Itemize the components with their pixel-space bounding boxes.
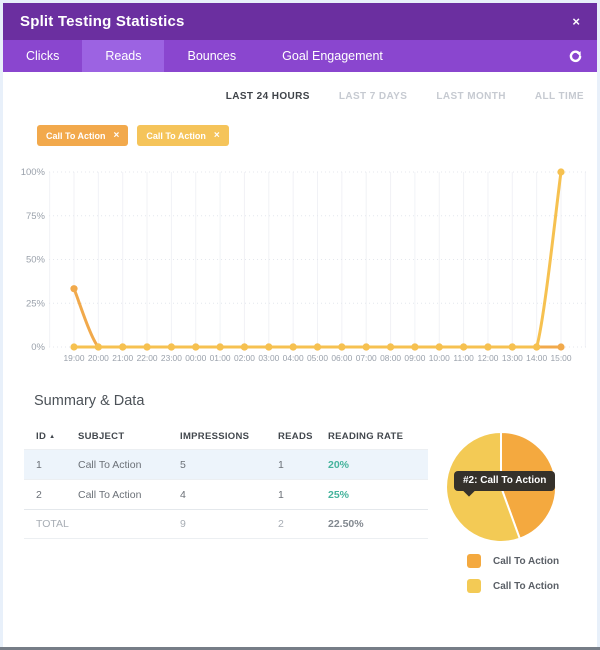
pie-tooltip-label: #2: Call To Action [463,475,547,486]
legend-item-2[interactable]: Call To Action [467,579,559,593]
close-icon[interactable]: × [572,14,580,29]
svg-text:06:00: 06:00 [331,353,352,363]
table-cell: 22.50% [328,518,364,530]
refresh-icon[interactable] [554,40,597,72]
svg-text:07:00: 07:00 [356,353,377,363]
chip-close-icon[interactable]: × [113,130,120,141]
svg-text:03:00: 03:00 [258,353,279,363]
filter-last-month[interactable]: LAST MONTH [436,91,506,102]
svg-text:08:00: 08:00 [380,353,401,363]
table-cell: 5 [180,458,186,471]
subject-chip-1[interactable]: Call To Action × [37,125,129,146]
dialog-title: Split Testing Statistics [20,13,185,30]
column-header-id[interactable]: ID ▲ [36,430,56,442]
svg-text:21:00: 21:00 [112,353,133,363]
sort-asc-icon: ▲ [49,433,56,440]
tab-clicks[interactable]: Clicks [26,49,60,63]
svg-text:100%: 100% [21,167,46,178]
legend-item-1[interactable]: Call To Action [467,554,559,568]
table-cell: 1 [278,458,284,471]
tab-reads[interactable]: Reads [82,40,165,72]
table-cell: 2 [278,518,284,530]
time-range-filters: LAST 24 HOURS LAST 7 DAYS LAST MONTH ALL TI… [226,91,584,102]
column-header-impressions[interactable]: IMPRESSIONS [180,430,250,442]
table-cell: 1 [278,488,284,501]
legend-label: Call To Action [493,555,560,567]
table-row: 1 Call To Action 5 1 20% [24,449,428,479]
column-header-subject[interactable]: SUBJECT [78,430,125,442]
subject-chip-2[interactable]: Call To Action × [137,125,229,146]
table-row: 2 Call To Action 4 1 25% [24,479,428,509]
table-cell: 2 [36,488,42,501]
tab-bounces[interactable]: Bounces [187,49,237,63]
svg-text:13:00: 13:00 [502,353,523,363]
tab-goal-engagement[interactable]: Goal Engagement [282,49,383,63]
chip-close-icon[interactable]: × [213,130,220,141]
svg-text:01:00: 01:00 [210,353,231,363]
chip-label: Call To Action [46,130,106,141]
pie-legend: Call To Action Call To Action [467,554,559,593]
legend-swatch [467,554,481,568]
svg-text:0%: 0% [31,342,45,353]
summary-heading: Summary & Data [34,393,145,409]
svg-text:00:00: 00:00 [185,353,206,363]
dialog-header: Split Testing Statistics × [3,3,597,40]
window-bottom-edge [0,647,600,650]
pie-tooltip: #2: Call To Action [454,471,556,491]
legend-label: Call To Action [493,580,560,592]
filter-all-time[interactable]: ALL TIME [534,91,584,102]
table-cell: Call To Action [78,488,142,501]
split-testing-dialog: Split Testing Statistics × Clicks Reads Bo… [3,3,597,647]
column-header-reading-rate[interactable]: READING RATE [328,430,404,442]
svg-text:12:00: 12:00 [477,353,498,363]
table-cell: 1 [36,458,42,471]
svg-text:05:00: 05:00 [307,353,328,363]
table-cell: 20% [328,458,350,471]
filter-last-7-days[interactable]: LAST 7 DAYS [338,91,408,102]
svg-text:04:00: 04:00 [283,353,304,363]
svg-text:02:00: 02:00 [234,353,255,363]
table-cell: 4 [180,488,186,501]
legend-swatch [467,579,481,593]
table-cell: Call To Action [78,458,142,471]
svg-text:75%: 75% [26,211,46,222]
svg-text:15:00: 15:00 [551,353,572,363]
svg-text:14:00: 14:00 [526,353,547,363]
tab-bar: Clicks Reads Bounces Goal Engagement [3,40,597,72]
table-header-row: ID ▲ SUBJECT IMPRESSIONS READS READING RATE [24,423,428,449]
table-cell: TOTAL [36,518,69,530]
table-cell: 25% [328,488,350,501]
reads-line-chart[interactable]: 0% 25% 50% 75% 100% 19:00 20:00 21:00 22:00 23:00… [3,151,597,373]
column-header-reads[interactable]: READS [278,430,313,442]
svg-text:11:00: 11:00 [453,353,474,363]
svg-text:09:00: 09:00 [404,353,425,363]
summary-table: ID ▲ SUBJECT IMPRESSIONS READS READING RATE 1 C… [24,423,428,539]
table-cell: 9 [180,518,186,530]
svg-text:22:00: 22:00 [137,353,158,363]
subject-chips: Call To Action × Call To Action × [37,125,229,146]
svg-text:25%: 25% [26,298,46,309]
svg-text:50%: 50% [26,255,46,266]
chip-label: Call To Action [146,130,206,141]
svg-text:10:00: 10:00 [429,353,450,363]
svg-text:23:00: 23:00 [161,353,182,363]
filter-last-24-hours[interactable]: LAST 24 HOURS [225,91,310,102]
svg-text:19:00: 19:00 [64,353,85,363]
table-total-row: TOTAL 9 2 22.50% [24,509,428,539]
svg-text:20:00: 20:00 [88,353,109,363]
